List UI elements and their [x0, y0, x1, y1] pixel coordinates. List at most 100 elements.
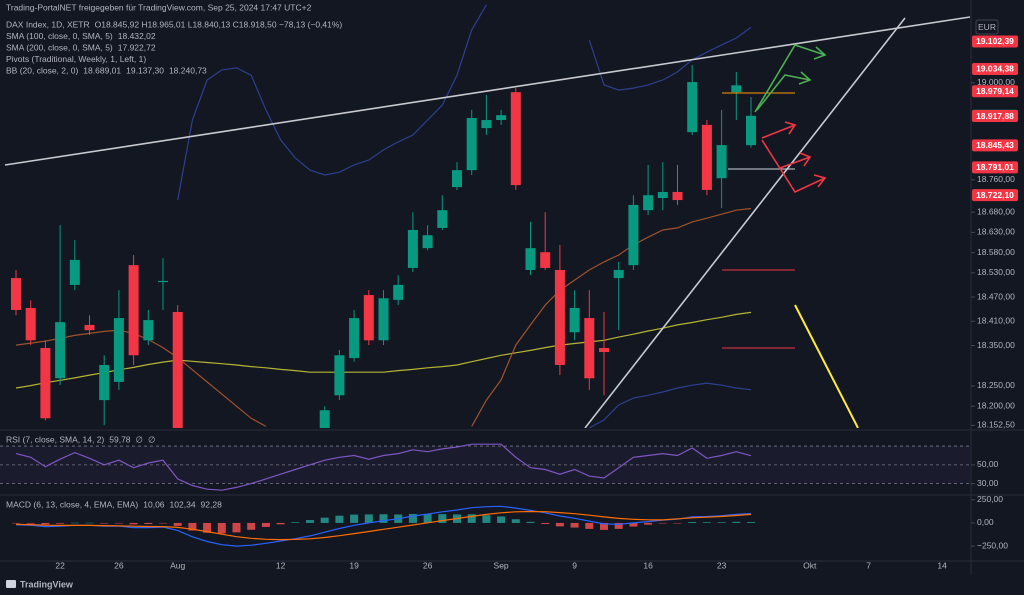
candle-body — [158, 280, 168, 283]
candle-body — [672, 191, 683, 201]
histogram-bar — [12, 522, 20, 524]
legend-text: 18.240,73 — [169, 65, 207, 75]
y-tick-label: 18.470,00 — [977, 291, 1015, 301]
currency: EUR — [978, 22, 996, 32]
y-tick-label: 18.250,00 — [977, 380, 1015, 390]
histogram-bar — [306, 520, 314, 523]
y-tick-label: 18.350,00 — [977, 340, 1015, 350]
legend-text: 18.689,01 — [83, 65, 121, 75]
legend-text: 92,28 — [201, 499, 223, 509]
legend-text: 17.922,72 — [118, 42, 156, 52]
histogram-bar — [717, 522, 726, 523]
candle-body — [437, 210, 448, 228]
histogram-bar — [159, 522, 167, 524]
y-tick-label: 18.760,00 — [977, 174, 1015, 184]
histogram-bar — [85, 522, 94, 524]
histogram-bar — [261, 522, 270, 527]
band-fill — [0, 446, 970, 484]
arrow — [756, 74, 811, 111]
legend-text: SMA (100, close, 0, SMA, 5) — [6, 31, 113, 41]
candle-body — [496, 115, 507, 121]
candle-body — [525, 248, 536, 270]
price-tag — [972, 35, 1018, 48]
legend-text: BB (20, close, 2, 0) — [6, 65, 78, 75]
histogram-bar — [291, 522, 300, 523]
candle-body — [422, 235, 433, 249]
logo: TradingView — [6, 579, 74, 589]
histogram-bar — [335, 515, 344, 523]
candle-body — [363, 295, 374, 341]
trend-line — [794, 304, 859, 428]
currency-box — [975, 19, 999, 35]
histogram-bar — [408, 513, 417, 523]
candle-body — [378, 298, 389, 341]
histogram-bar — [423, 514, 432, 523]
histogram-bar — [467, 514, 476, 523]
candle-body — [510, 92, 521, 186]
histogram-bar — [629, 522, 638, 527]
histogram-bar — [702, 522, 711, 523]
candle-body — [393, 284, 404, 300]
arrow-head — [798, 71, 812, 85]
arrow-head — [813, 46, 827, 60]
histogram-bar — [203, 522, 212, 533]
y-tick-label: 18.530,00 — [977, 267, 1015, 277]
legend-text: 102,34 — [170, 499, 196, 509]
candle-body — [11, 278, 21, 310]
trend-line — [4, 16, 970, 166]
y-tick-label: 18.152,50 — [977, 420, 1015, 430]
y-tick-label: 30,00 — [977, 478, 999, 488]
histogram-bar — [129, 522, 138, 525]
histogram-bar — [100, 522, 109, 524]
histogram-bar — [350, 514, 359, 523]
source-text: Trading-PortalNET freigegeben für Tradin… — [6, 2, 312, 12]
arrow-head — [813, 174, 827, 188]
histogram-bar — [600, 522, 608, 530]
price-tag-label: 18.722,10 — [976, 190, 1014, 200]
histogram-bar — [497, 516, 506, 523]
histogram-bar — [438, 514, 447, 523]
arrow-head — [799, 152, 812, 167]
histogram-bar — [688, 522, 697, 523]
legend-text: SMA (200, close, 0, SMA, 5) — [6, 42, 113, 52]
histogram-bar — [614, 522, 623, 529]
x-tick-label: Aug — [170, 560, 185, 570]
histogram-bar — [673, 522, 682, 524]
histogram-bar — [144, 522, 153, 525]
candle-body — [334, 355, 345, 396]
histogram-bar — [232, 522, 241, 533]
histogram-bar — [26, 522, 35, 524]
candle-body — [716, 145, 727, 179]
histogram-bar — [217, 522, 226, 534]
x-tick-label: 14 — [937, 560, 947, 570]
candle-body — [746, 115, 756, 146]
histogram-bar — [247, 522, 256, 530]
histogram-bar — [511, 519, 520, 523]
histogram-bar — [56, 522, 65, 524]
candle-body — [687, 82, 698, 133]
legend-text: 10,06 — [143, 499, 165, 509]
histogram-bar — [364, 514, 373, 523]
candle-body — [349, 318, 360, 359]
candle-body — [25, 307, 36, 341]
y-tick-label: 18.580,00 — [977, 247, 1015, 257]
histogram-bar — [585, 522, 594, 529]
legend-text: 18.432,02 — [118, 31, 156, 41]
legend-text: MACD (6, 13, close, 4, EMA, EMA) — [6, 499, 138, 509]
overlay-line — [177, 4, 752, 201]
legend-text: 59,78 — [109, 434, 131, 444]
y-tick-label: 18.680,00 — [977, 206, 1015, 216]
x-tick-label: 26 — [114, 560, 124, 570]
x-tick-label: 16 — [643, 560, 653, 570]
logo-text: TradingView — [20, 579, 74, 589]
histogram-bar — [644, 522, 653, 525]
price-tag-label: 18.917,88 — [976, 111, 1014, 121]
candle-body — [643, 195, 654, 211]
histogram-bar — [173, 522, 182, 526]
histogram-bar — [70, 522, 79, 524]
price-tag-label: 18.845,43 — [976, 140, 1014, 150]
x-tick-label: 12 — [276, 560, 286, 570]
candle-body — [481, 120, 492, 129]
